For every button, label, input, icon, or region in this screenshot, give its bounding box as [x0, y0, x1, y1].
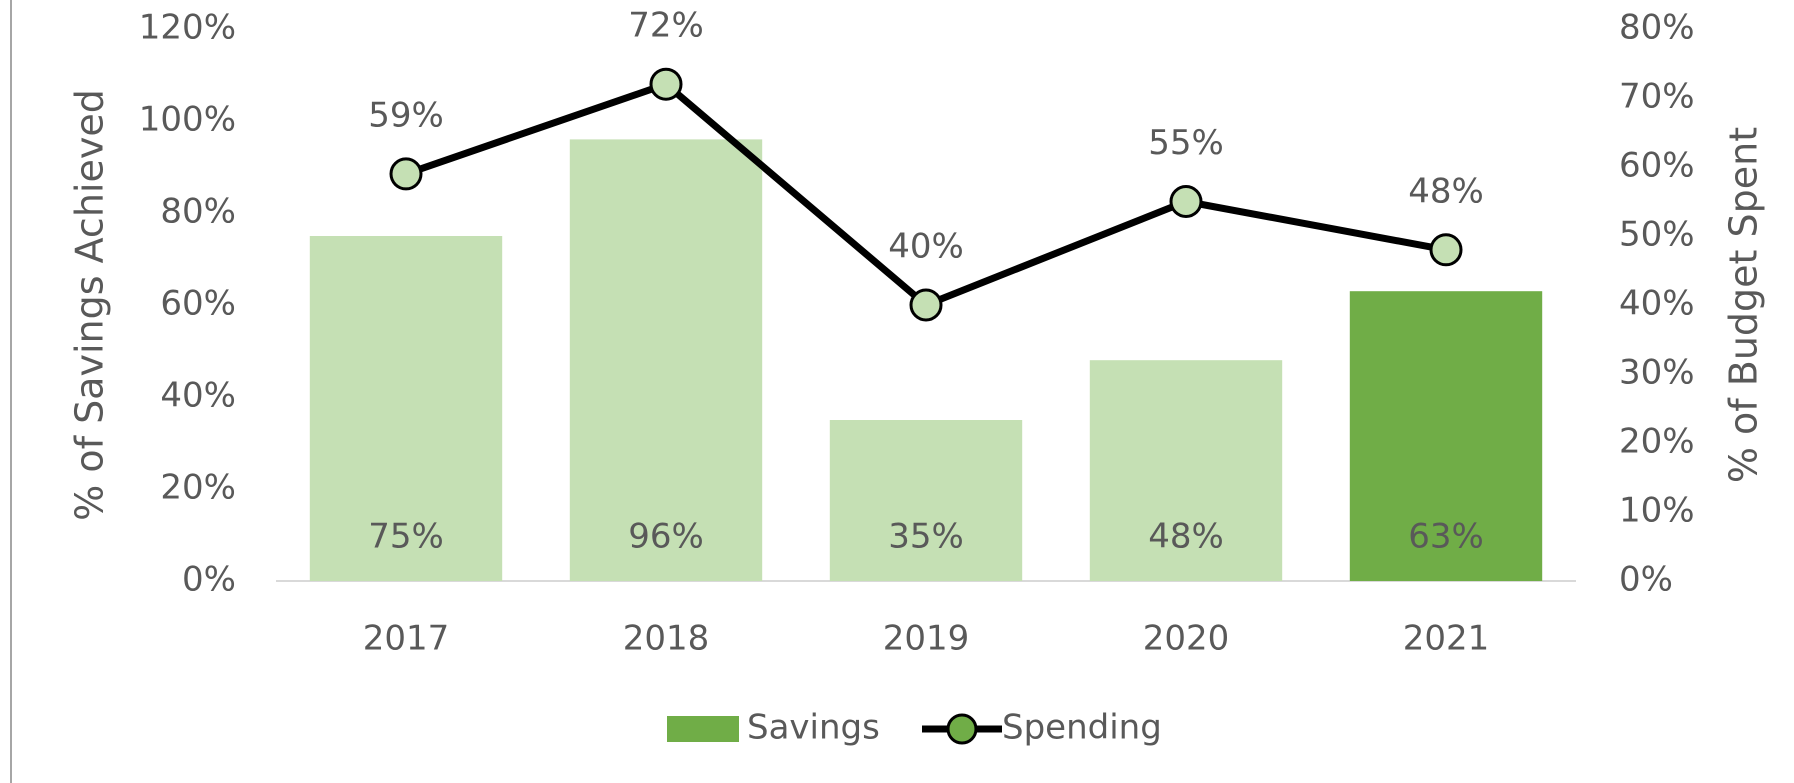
line-marker	[1169, 185, 1203, 218]
line-marker	[909, 288, 943, 322]
bar-value-label: 63%	[1408, 517, 1484, 557]
y2-tick-label: 70%	[1619, 77, 1695, 117]
y2-tick-label: 50%	[1619, 215, 1695, 255]
line-marker	[1429, 233, 1463, 267]
y2-tick-label: 10%	[1619, 491, 1695, 531]
line-marker	[649, 67, 683, 101]
bar	[569, 139, 763, 581]
legend-swatch	[667, 716, 739, 742]
y-tick-label: 120%	[139, 8, 236, 48]
y-tick-label: 20%	[160, 468, 236, 508]
y2-axis-title: % of Budget Spent	[1722, 127, 1766, 483]
y2-tick-label: 80%	[1619, 8, 1695, 48]
x-tick-label: 2018	[623, 619, 710, 659]
y-tick-label: 0%	[182, 560, 236, 600]
bar	[1089, 360, 1283, 581]
bar	[829, 420, 1023, 581]
line-value-label: 48%	[1408, 171, 1484, 211]
line-marker	[389, 157, 423, 191]
legend-label: Savings	[747, 708, 880, 748]
y-tick-label: 60%	[160, 284, 236, 324]
line-value-label: 59%	[368, 95, 444, 135]
bar-value-label: 96%	[628, 517, 704, 557]
y-tick-label: 40%	[160, 376, 236, 416]
bar-value-label: 75%	[368, 517, 444, 557]
x-tick-label: 2021	[1403, 619, 1490, 659]
line-value-label: 72%	[628, 6, 704, 46]
y-axis-title: % of Savings Achieved	[68, 89, 112, 521]
bar	[309, 236, 503, 581]
line-value-label: 40%	[888, 227, 964, 267]
bar-value-label: 35%	[888, 517, 964, 557]
y-tick-label: 100%	[139, 100, 236, 140]
y2-tick-label: 30%	[1619, 353, 1695, 393]
y2-tick-label: 0%	[1619, 560, 1673, 600]
legend-marker	[946, 713, 978, 745]
x-tick-label: 2019	[883, 619, 970, 659]
y-tick-label: 80%	[160, 192, 236, 232]
line-value-label: 55%	[1148, 123, 1224, 163]
x-tick-label: 2020	[1143, 619, 1230, 659]
bar	[1349, 291, 1543, 581]
legend-label: Spending	[1002, 708, 1162, 748]
bar-value-label: 48%	[1148, 517, 1224, 557]
y2-tick-label: 60%	[1619, 146, 1695, 186]
x-tick-label: 2017	[363, 619, 450, 659]
line	[404, 80, 1447, 309]
y2-tick-label: 20%	[1619, 422, 1695, 462]
y2-tick-label: 40%	[1619, 284, 1695, 324]
